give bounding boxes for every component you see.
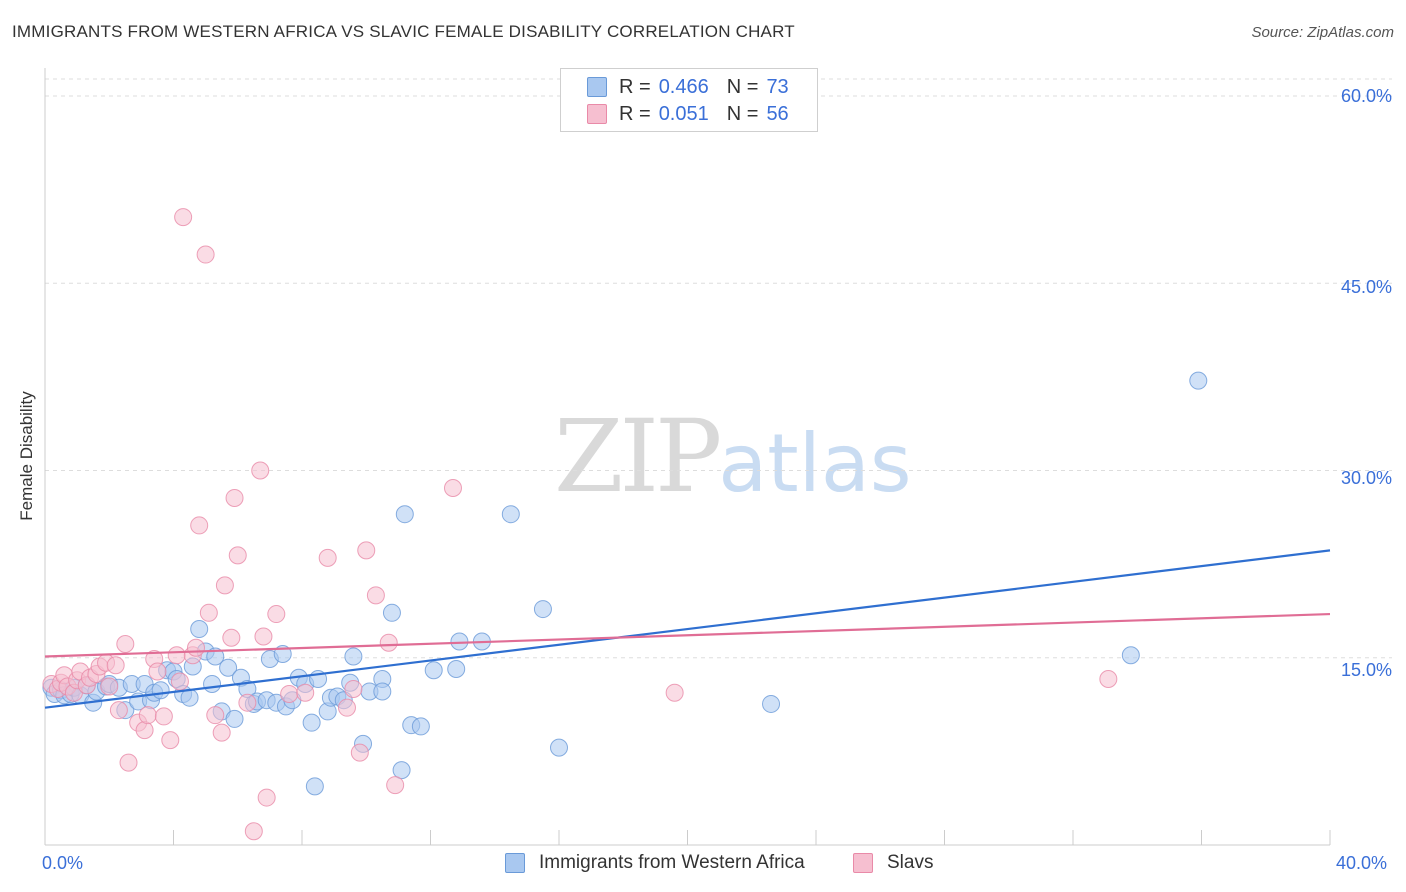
pink-point — [154, 707, 173, 726]
watermark: ZIPatlas — [554, 398, 912, 515]
pink-point — [119, 753, 138, 772]
legend-r-value: 0.051 — [658, 102, 709, 125]
pink-trendline — [44, 612, 1331, 658]
pink-point — [222, 628, 241, 647]
pink-point — [366, 586, 385, 605]
blue-point — [395, 505, 414, 524]
bottom-legend-swatch-blue — [505, 853, 525, 873]
blue-point — [411, 717, 430, 736]
watermark-atlas: atlas — [718, 417, 912, 510]
pink-point — [161, 731, 180, 750]
blue-point — [373, 682, 392, 701]
pink-point — [199, 603, 218, 622]
legend-r-label: R = — [619, 75, 651, 98]
blue-point — [382, 603, 401, 622]
pink-point — [257, 788, 276, 807]
bottom-legend-item-blue: Immigrants from Western Africa — [505, 852, 805, 874]
pink-point — [228, 546, 247, 565]
blue-point — [225, 709, 244, 728]
pink-point — [174, 208, 193, 227]
pink-point — [443, 478, 462, 497]
blue-point — [501, 505, 520, 524]
blue-point — [533, 600, 552, 619]
correlation-legend: R = 0.466 N = 73 R = 0.051 N = 56 — [560, 68, 818, 132]
chart-title: IMMIGRANTS FROM WESTERN AFRICA VS SLAVIC… — [12, 22, 795, 41]
blue-point — [151, 681, 170, 700]
y-tick-label: 45.0% — [1340, 277, 1392, 297]
pink-point — [665, 683, 684, 702]
blue-point — [203, 674, 222, 693]
pink-point — [100, 677, 119, 696]
pink-point — [138, 706, 157, 725]
pink-point — [225, 488, 244, 507]
pink-point — [337, 698, 356, 717]
blue-point — [392, 761, 411, 780]
pink-point — [238, 693, 257, 712]
y-tick-label: 30.0% — [1340, 468, 1392, 488]
pink-point — [357, 541, 376, 560]
blue-point — [1189, 371, 1208, 390]
y-tick-label: 15.0% — [1340, 660, 1392, 680]
pink-point — [190, 516, 209, 535]
pink-point — [244, 822, 263, 841]
pink-point — [254, 627, 273, 646]
pink-point — [296, 683, 315, 702]
blue-point — [344, 647, 363, 666]
bottom-legend-swatch-pink — [853, 853, 873, 873]
pink-point — [116, 635, 135, 654]
legend-row-series2: R = 0.051 N = 56 — [587, 102, 789, 126]
legend-swatch-blue — [587, 77, 607, 97]
blue-point — [219, 658, 238, 677]
legend-r-label: R = — [619, 102, 651, 125]
pink-point — [135, 721, 154, 740]
blue-point — [190, 620, 209, 639]
blue-point — [206, 647, 225, 666]
pink-point — [386, 776, 405, 795]
pink-point — [267, 605, 286, 624]
pink-point — [109, 701, 128, 720]
pink-point — [280, 684, 299, 703]
blue-point — [1121, 646, 1140, 665]
pink-point — [350, 743, 369, 762]
pink-point — [318, 548, 337, 567]
pink-point — [251, 461, 270, 480]
pink-point — [170, 672, 189, 691]
pink-point — [1099, 669, 1118, 688]
blue-point — [762, 694, 781, 713]
legend-row-series1: R = 0.466 N = 73 — [587, 75, 789, 99]
source-label: Source: ZipAtlas.com — [1251, 24, 1394, 41]
y-tick-label: 60.0% — [1340, 86, 1392, 106]
x-tick-label: 0.0% — [42, 853, 84, 873]
pink-point — [206, 706, 225, 725]
blue-point — [302, 713, 321, 732]
pink-point — [106, 656, 125, 675]
legend-r-value: 0.466 — [658, 75, 709, 98]
legend-swatch-pink — [587, 104, 607, 124]
blue-point — [305, 777, 324, 796]
bottom-legend-label: Immigrants from Western Africa — [539, 852, 805, 873]
legend-n-label: N = — [726, 102, 759, 125]
pink-point — [215, 576, 234, 595]
pink-point — [196, 245, 215, 264]
bottom-legend-label: Slavs — [887, 852, 934, 873]
legend-n-value: 73 — [766, 75, 789, 98]
legend-n-label: N = — [726, 75, 759, 98]
x-tick-label: 40.0% — [1336, 853, 1388, 873]
y-axis-label: Female Disability — [17, 391, 36, 521]
pink-point — [148, 662, 167, 681]
blue-point — [424, 661, 443, 680]
pink-point — [212, 723, 231, 742]
bottom-legend-item-pink: Slavs — [853, 852, 933, 874]
legend-n-value: 56 — [766, 102, 789, 125]
pink-point — [186, 638, 205, 657]
blue-trendline — [44, 549, 1331, 709]
pink-point — [167, 646, 186, 665]
blue-point — [550, 738, 568, 757]
pink-point — [344, 679, 363, 698]
watermark-zip: ZIP — [554, 398, 722, 515]
blue-point — [447, 659, 466, 678]
pink-point — [379, 633, 398, 652]
